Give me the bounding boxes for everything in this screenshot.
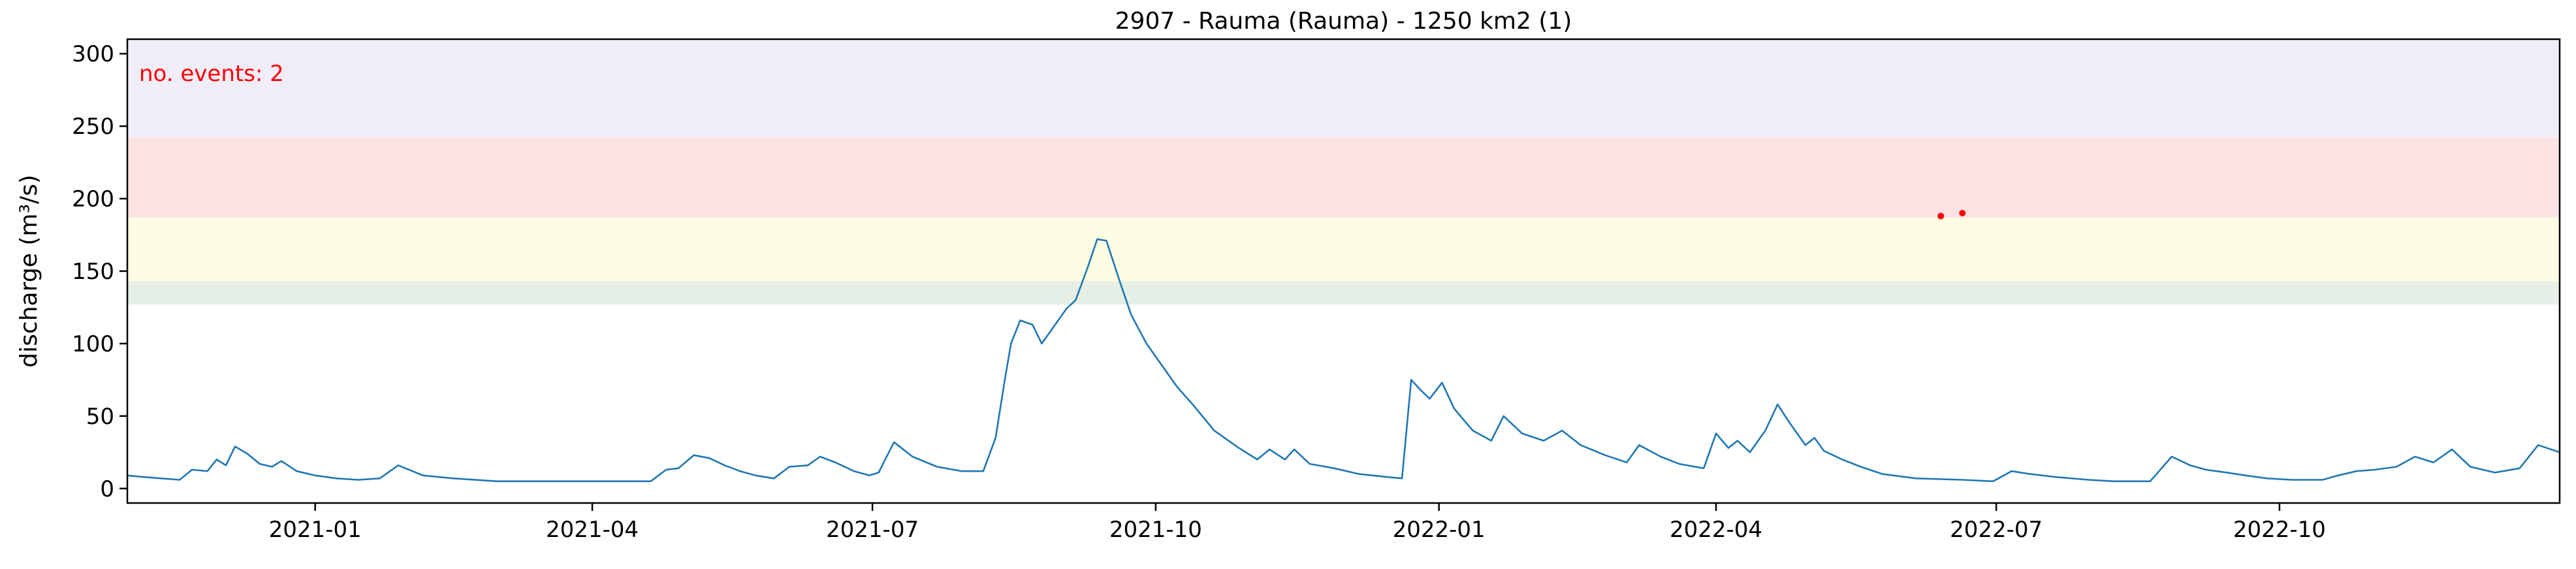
- event-point-0: [1937, 212, 1945, 219]
- x-tick-label: 2022-01: [1393, 517, 1486, 543]
- x-tick-label: 2021-07: [826, 517, 919, 543]
- events-group: [1937, 210, 1966, 219]
- y-tick-label: 0: [100, 476, 114, 502]
- y-tick-label: 200: [72, 186, 114, 212]
- x-tick-label: 2021-10: [1109, 517, 1202, 543]
- chart-title: 2907 - Rauma (Rauma) - 1250 km2 (1): [1115, 8, 1572, 35]
- y-tick-label: 100: [72, 331, 114, 357]
- threshold-band-1: [127, 217, 2560, 282]
- threshold-band-0: [127, 281, 2560, 305]
- threshold-band-3: [127, 39, 2560, 138]
- y-tick-label: 250: [72, 114, 114, 140]
- x-tick-label: 2021-04: [546, 517, 639, 543]
- x-axis: 2021-01 2021-04 2021-07 2021-10 2022-01 2022-…: [269, 503, 2326, 543]
- x-tick-label: 2021-01: [269, 517, 362, 543]
- x-tick-label: 2022-04: [1670, 517, 1762, 543]
- x-tick-label: 2022-07: [1950, 517, 2043, 543]
- series-line-discharge: [127, 238, 2560, 482]
- y-tick-label: 50: [86, 404, 114, 430]
- y-tick-label: 150: [72, 259, 114, 285]
- threshold-band-2: [127, 137, 2560, 218]
- event-point-1: [1959, 210, 1966, 217]
- series-group: [127, 238, 2560, 482]
- threshold-bands: [127, 39, 2560, 305]
- y-axis: 0 50 100 150 200 250 300: [72, 41, 127, 502]
- y-axis-label: discharge (m³/s): [16, 174, 42, 367]
- x-tick-label: 2022-10: [2233, 517, 2326, 543]
- events-annotation: no. events: 2: [139, 61, 284, 87]
- y-tick-label: 300: [72, 41, 114, 67]
